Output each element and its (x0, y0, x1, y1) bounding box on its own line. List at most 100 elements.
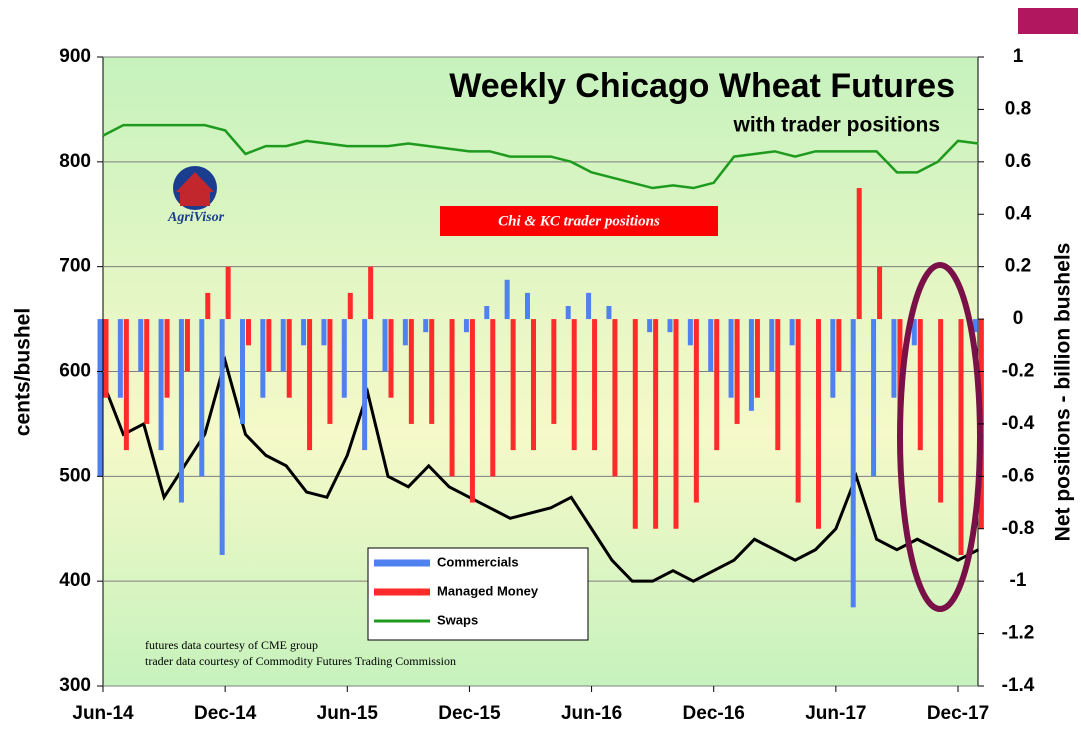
bar (525, 292, 530, 320)
chart-subtitle: with trader positions (732, 114, 940, 137)
bar (795, 319, 801, 503)
chart-title: Weekly Chicago Wheat Futures (449, 67, 955, 105)
bar (429, 319, 435, 424)
y-tick-label: 300 (59, 675, 91, 696)
y2-tick-label: 0.4 (1005, 203, 1032, 224)
y-axis-label: cents/bushel (12, 308, 35, 436)
bar (123, 319, 129, 451)
bar (138, 319, 144, 372)
bar (368, 266, 374, 320)
bar (423, 319, 429, 333)
y-tick-label: 700 (59, 256, 91, 277)
bar (754, 319, 760, 398)
credit: futures data courtesy of CME group (145, 638, 318, 652)
line (102, 123, 979, 190)
x-tick-label: Jun-15 (317, 703, 379, 724)
y2-axis-label: Net positions - billion bushels (1052, 243, 1075, 542)
bar (266, 319, 272, 372)
credit: trader data courtesy of Commodity Future… (145, 654, 456, 668)
bar (687, 319, 693, 346)
y-tick-label: 800 (59, 151, 91, 172)
line (101, 355, 980, 583)
bar (972, 319, 978, 333)
bar (775, 319, 781, 451)
y2-tick-label: 0 (1013, 308, 1024, 329)
y2-tick-label: 0.6 (1005, 151, 1031, 172)
annotation: Chi & KC trader positions (498, 213, 660, 229)
y2-tick-label: -1 (1010, 570, 1027, 591)
y-tick-label: 400 (59, 570, 91, 591)
bar (219, 319, 225, 555)
bar (938, 319, 944, 503)
annotation-box (440, 206, 718, 236)
bar (789, 319, 795, 346)
y2-tick-label: 1 (1013, 46, 1024, 67)
bar (184, 319, 190, 372)
bar (164, 319, 170, 398)
bar (632, 319, 638, 529)
bar (728, 319, 734, 398)
x-tick-label: Jun-16 (561, 703, 622, 724)
bar (158, 319, 164, 451)
bar (606, 305, 612, 320)
bar (836, 319, 842, 372)
x-tick-label: Jun-17 (805, 703, 866, 724)
bar (402, 319, 408, 346)
bar (103, 319, 109, 398)
bar (647, 319, 653, 333)
bar (240, 319, 245, 424)
bar (225, 266, 231, 320)
bar (734, 319, 740, 424)
bar (490, 319, 496, 477)
bar (748, 319, 754, 411)
bar (347, 292, 353, 320)
bar (917, 319, 923, 451)
bar (286, 319, 292, 398)
bar (449, 319, 455, 477)
bar (531, 319, 536, 451)
y2-tick-label: -0.6 (1002, 465, 1035, 486)
bar (571, 319, 577, 451)
y-tick-label: 900 (59, 46, 91, 67)
bar (199, 319, 205, 477)
y-tick-label: 600 (59, 361, 91, 382)
y2-tick-label: -0.8 (1002, 518, 1035, 539)
bar (958, 319, 964, 555)
bar (586, 292, 592, 320)
bar (469, 319, 475, 503)
bar (504, 279, 510, 320)
highlight-ellipse (897, 262, 983, 612)
bar (307, 319, 313, 451)
bar (362, 319, 368, 451)
bar (667, 319, 673, 333)
bar (144, 319, 150, 424)
bar (911, 319, 917, 346)
bar (178, 319, 184, 503)
bar (714, 319, 720, 451)
bar (830, 319, 836, 398)
bar (260, 319, 266, 398)
bar (592, 319, 598, 451)
corner-tag (1018, 8, 1078, 34)
bar (816, 319, 821, 529)
bar (117, 319, 123, 398)
x-tick-label: Dec-17 (927, 703, 989, 724)
bar (871, 319, 877, 477)
bar (891, 319, 897, 398)
y2-tick-label: 0.8 (1005, 98, 1031, 119)
x-tick-label: Dec-15 (438, 703, 501, 724)
x-tick-label: Jun-14 (72, 703, 134, 724)
logo-text: AgriVisor (167, 210, 225, 225)
x-tick-label: Dec-14 (194, 703, 257, 724)
bar (484, 305, 490, 320)
bar (301, 319, 307, 346)
bar (850, 319, 856, 608)
bar (341, 319, 347, 398)
bar (246, 319, 251, 346)
bar (612, 319, 618, 477)
bar (551, 319, 557, 424)
bar (205, 292, 211, 320)
bar (321, 319, 327, 346)
bar (382, 319, 388, 372)
